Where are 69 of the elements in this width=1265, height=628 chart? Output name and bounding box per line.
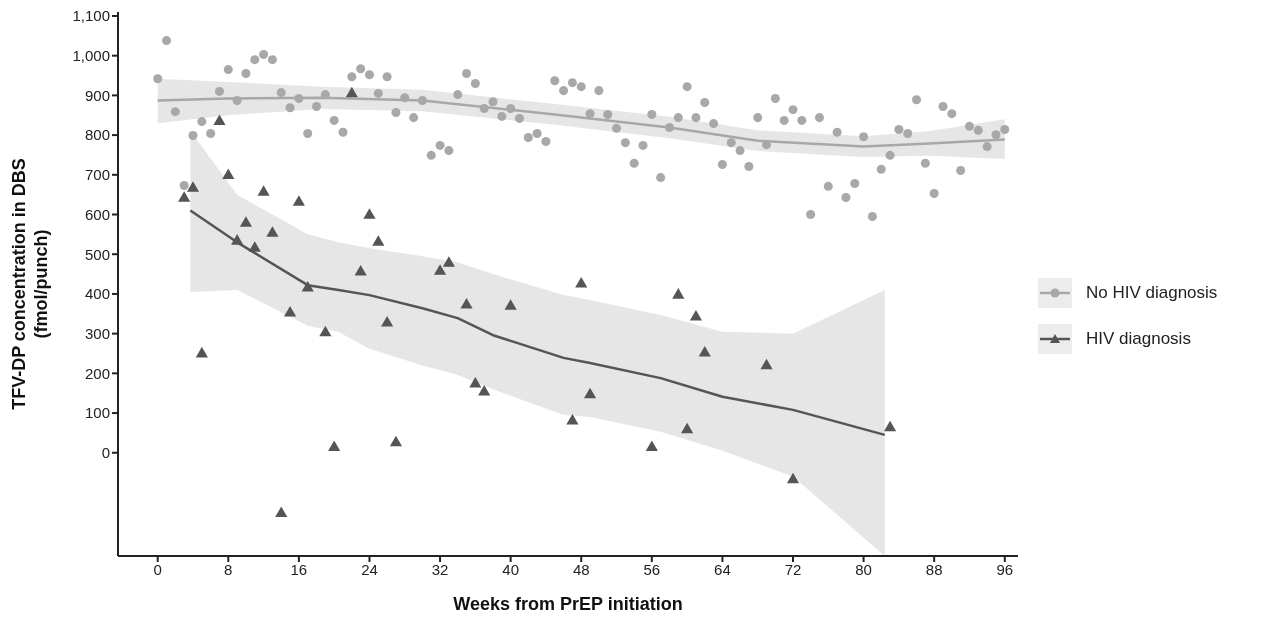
- x-tick-label: 88: [925, 560, 943, 578]
- point: [681, 422, 694, 434]
- x-tick-label: 32: [431, 560, 449, 578]
- point: [231, 234, 244, 245]
- point: [583, 387, 597, 399]
- legend-label: No HIV diagnosis: [1086, 283, 1218, 303]
- point: [222, 168, 235, 180]
- x-tick-label: 64: [714, 560, 731, 578]
- point: [301, 280, 314, 292]
- y-tick-label: 0: [101, 444, 110, 462]
- x-tick-label: 56: [643, 560, 661, 578]
- legend-label: HIV diagnosis: [1086, 329, 1191, 349]
- point: [266, 226, 279, 237]
- point: [460, 298, 473, 309]
- point: [381, 315, 394, 327]
- x-tick-label: 80: [855, 560, 872, 578]
- x-tick-label: 8: [224, 560, 233, 578]
- y-tick-label: 1,100: [72, 7, 110, 25]
- point: [213, 114, 226, 126]
- point: [372, 235, 385, 246]
- point: [883, 420, 897, 432]
- y-tick-label: 400: [84, 285, 110, 303]
- y-tick-label: 800: [84, 126, 110, 144]
- y-tick-label: 500: [84, 245, 110, 263]
- point: [389, 435, 403, 447]
- point: [760, 358, 773, 370]
- point: [672, 288, 685, 299]
- point: [689, 309, 703, 321]
- y-tick-label: 100: [84, 404, 110, 422]
- point: [442, 256, 455, 267]
- point: [363, 208, 376, 219]
- x-tick-label: 16: [290, 560, 308, 578]
- y-tick-label: 200: [84, 364, 110, 382]
- point: [786, 472, 800, 484]
- point: [469, 377, 482, 388]
- x-axis-title: Weeks from PrEP initiation: [453, 594, 683, 614]
- y-axis-title: TFV-DP concentration in DBS (fmol/punch): [9, 158, 51, 410]
- y-tick-label: 1,000: [72, 47, 110, 64]
- y-tick-label: 600: [84, 205, 110, 223]
- point: [186, 181, 200, 192]
- point: [292, 195, 305, 206]
- x-tick-label: 40: [502, 560, 519, 578]
- point: [248, 241, 261, 252]
- point: [645, 440, 658, 452]
- y-tick-label: 300: [84, 324, 110, 342]
- point: [283, 305, 297, 317]
- point: [319, 325, 332, 337]
- point: [504, 299, 517, 310]
- point: [566, 413, 579, 425]
- y-tick-label: 900: [84, 86, 110, 104]
- point: [275, 506, 288, 518]
- x-tick-label: 96: [996, 560, 1014, 578]
- point: [257, 185, 270, 196]
- point: [345, 86, 358, 98]
- x-tick-label: 72: [784, 560, 802, 578]
- point: [328, 440, 341, 452]
- x-tick-label: 24: [361, 560, 378, 578]
- point: [239, 216, 253, 227]
- line-series: [189, 209, 887, 437]
- point: [354, 265, 367, 276]
- point: [698, 346, 711, 357]
- point: [575, 276, 588, 288]
- y-tick-label: 700: [84, 166, 110, 184]
- point: [195, 346, 208, 358]
- point: [178, 191, 191, 202]
- x-tick-label: 48: [572, 560, 590, 578]
- x-tick-label: 0: [153, 560, 162, 578]
- point: [478, 384, 491, 396]
- point: [433, 264, 447, 275]
